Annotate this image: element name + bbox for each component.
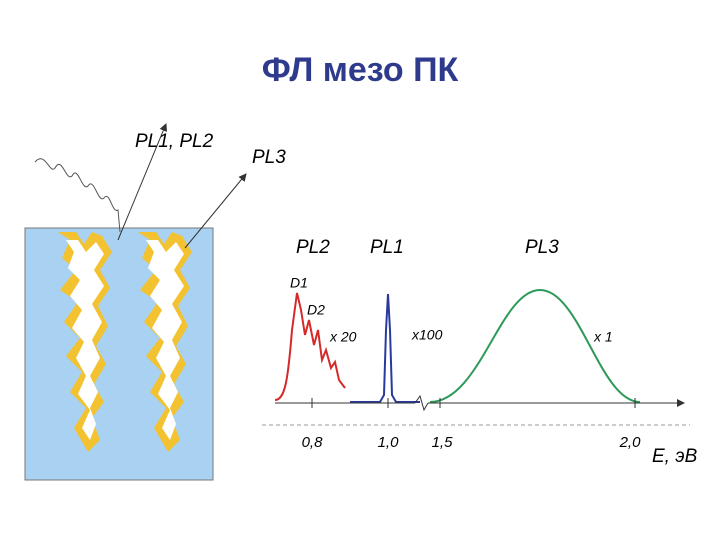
label: PL1, PL2 <box>135 131 214 152</box>
arrow <box>184 173 247 249</box>
peak-name: PL2 <box>296 237 330 258</box>
factor: x 1 <box>593 329 613 345</box>
tick-label: 0,8 <box>302 434 324 451</box>
spectrum-pl2 <box>274 292 346 401</box>
pore <box>138 232 192 452</box>
spectrum-pl1 <box>350 293 420 403</box>
label: PL3 <box>252 147 286 168</box>
sub-label: D2 <box>307 302 325 318</box>
factor: x100 <box>411 327 443 343</box>
axis-label: E, эВ <box>652 446 698 467</box>
ticks <box>311 398 636 408</box>
arrow <box>117 123 168 241</box>
substrate <box>24 227 214 481</box>
tick-label: 1,5 <box>432 434 454 451</box>
title: ФЛ мезо ПК <box>262 51 459 89</box>
axis-break <box>414 394 429 412</box>
peak-name: PL3 <box>525 237 559 258</box>
peak-name: PL1 <box>370 237 404 258</box>
tick-label: 1,0 <box>378 434 400 451</box>
tick-label: 2,0 <box>619 434 642 451</box>
pore <box>58 232 112 452</box>
excitation-wave <box>34 158 121 233</box>
factor: x 20 <box>329 329 357 345</box>
sub-label: D1 <box>290 275 308 291</box>
spectrum-pl3 <box>429 288 641 403</box>
